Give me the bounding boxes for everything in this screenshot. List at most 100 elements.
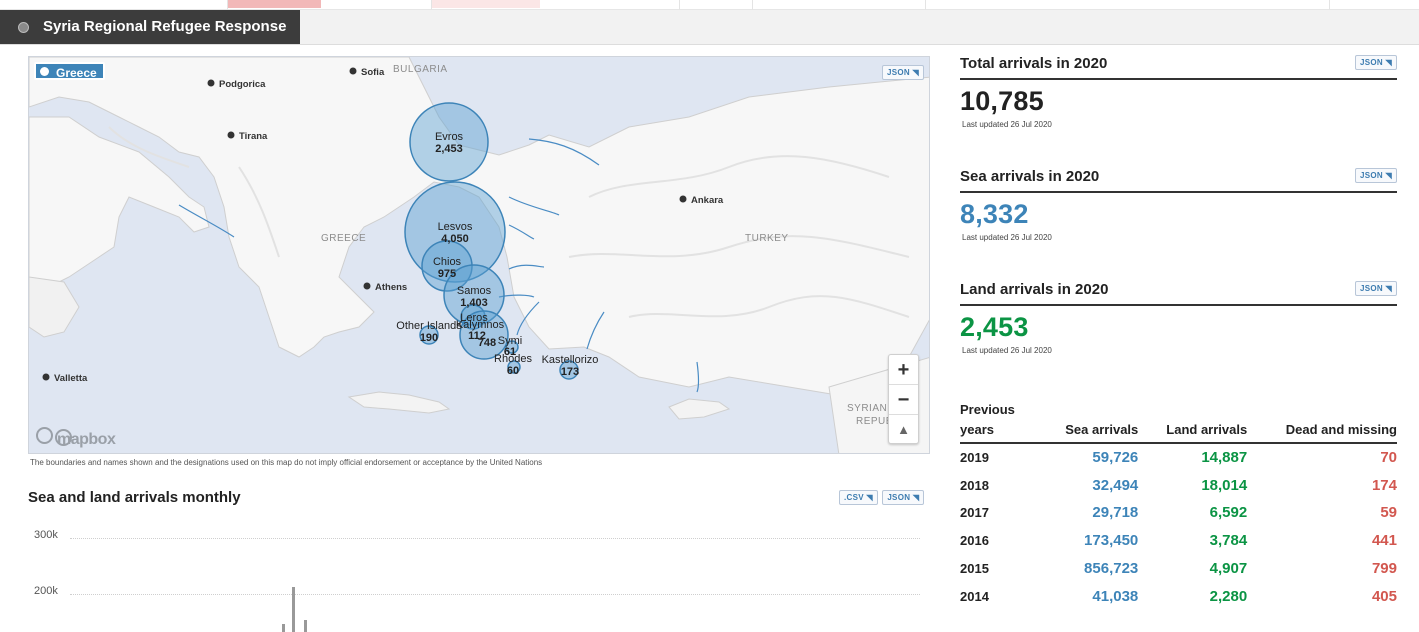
gridline: [70, 594, 920, 595]
stat-updated: Last updated 26 Jul 2020: [962, 120, 1052, 129]
y-tick-label: 200k: [34, 585, 58, 597]
nav-tab[interactable]: [753, 0, 926, 10]
land-sicily: [29, 276, 80, 338]
stat-value: 8,332: [960, 199, 1029, 229]
capital-marker-icon: [42, 373, 50, 381]
land-italy: [29, 116, 210, 293]
land-cyprus: [668, 398, 731, 420]
mapbox-icon: [36, 427, 53, 444]
city-label-athens: Athens: [375, 282, 407, 293]
bubble-chios[interactable]: [421, 240, 473, 292]
stat-title: Total arrivals in 2020: [960, 55, 1397, 80]
city-label-sofia: Sofia: [361, 67, 385, 78]
zoom-in-button[interactable]: +: [889, 355, 918, 385]
nav-tab-active[interactable]: [228, 0, 321, 8]
nav-tab[interactable]: [0, 0, 228, 10]
stat-updated: Last updated 26 Jul 2020: [962, 233, 1052, 242]
bubble-kalymnos[interactable]: [459, 310, 509, 360]
col-header-dead: Dead and missing: [1247, 400, 1397, 444]
table-row: 2017 29,718 6,592 59: [960, 499, 1397, 527]
capital-marker-icon: [207, 79, 215, 87]
stat-json-button[interactable]: JSON ◥: [1355, 168, 1397, 183]
land-crete: [347, 391, 451, 414]
nav-tab[interactable]: [926, 0, 1330, 10]
table-row: 2015 856,723 4,907 799: [960, 555, 1397, 583]
bubble-value-symi: 61: [504, 346, 516, 358]
nav-tab[interactable]: [540, 0, 680, 10]
row-year: 2017: [960, 505, 989, 521]
row-sea: 32,494: [1092, 476, 1139, 494]
json-label: JSON: [1360, 284, 1384, 293]
compass-button[interactable]: ▲: [897, 422, 910, 437]
row-sea: 29,718: [1092, 504, 1139, 522]
monthly-chart[interactable]: 300k 200k: [28, 520, 930, 632]
row-dead: 59: [1380, 504, 1397, 522]
nav-tab[interactable]: [680, 0, 753, 10]
bubble-value-evros: 2,453: [435, 143, 463, 155]
row-land: 14,887: [1201, 449, 1248, 466]
col-header-year: Previous years: [960, 400, 1040, 444]
bubble-lesvos[interactable]: [404, 181, 506, 283]
nav-tab[interactable]: [321, 0, 432, 10]
country-label-bulgaria: BULGARIA: [393, 64, 448, 75]
country-badge[interactable]: Greece: [34, 62, 105, 80]
bubble-samos[interactable]: [443, 264, 505, 326]
capital-marker-icon: [679, 195, 687, 203]
bubble-label-leros: Leros: [460, 312, 488, 324]
stat-total-arrivals: Total arrivals in 2020 JSON ◥ 10,785 Las…: [960, 55, 1397, 129]
bubble-value-leros: 112: [468, 330, 486, 342]
json-button[interactable]: JSON ◥: [882, 490, 925, 505]
col-header-land: Land arrivals: [1138, 400, 1248, 444]
bubble-symi[interactable]: [505, 340, 519, 354]
previous-years-table: Previous years Sea arrivals Land arrival…: [960, 400, 1397, 610]
chart-bar[interactable]: [282, 624, 285, 632]
chart-bar[interactable]: [292, 587, 295, 632]
map-disclaimer: The boundaries and names shown and the d…: [30, 458, 543, 467]
bubble-value-rhodes: 60: [507, 365, 519, 377]
bubble-rhodes[interactable]: [507, 360, 521, 374]
bubble-label-kastellorizo: Kastellorizo: [542, 354, 599, 366]
country-label-turkey: TURKEY: [745, 233, 789, 244]
row-year: 2019: [960, 450, 989, 465]
row-year: 2015: [960, 560, 989, 576]
bubble-value-chios: 975: [438, 268, 456, 280]
csv-button[interactable]: .CSV ◥: [839, 490, 878, 505]
table-row: 2016 173,450 3,784 441: [960, 527, 1397, 555]
city-label-ankara: Ankara: [691, 195, 724, 206]
row-dead: 174: [1371, 476, 1397, 494]
page-title-tag[interactable]: Syria Regional Refugee Response: [0, 10, 300, 44]
stat-json-button[interactable]: JSON ◥: [1355, 55, 1397, 70]
row-year: 2018: [960, 477, 989, 493]
bubble-value-kastellorizo: 173: [561, 366, 579, 378]
row-dead: 405: [1371, 587, 1397, 605]
page-title: Syria Regional Refugee Response: [43, 18, 287, 35]
bubble-kastellorizo[interactable]: [559, 360, 579, 380]
capital-marker-icon: [349, 67, 357, 75]
country-label-greece: GREECE: [321, 233, 366, 244]
city-label-podgorica: Podgorica: [219, 79, 266, 90]
row-land: 2,280: [1209, 587, 1248, 605]
country-label-syria-2: REPUB: [856, 416, 893, 427]
map-json-button[interactable]: JSON ◥: [882, 62, 924, 80]
stat-updated: Last updated 26 Jul 2020: [962, 346, 1052, 355]
row-dead: 441: [1371, 532, 1397, 550]
country-label-syria: SYRIAN A: [847, 403, 897, 414]
table-row: 2018 32,494 18,014 174: [960, 472, 1397, 500]
chart-bar[interactable]: [304, 620, 307, 632]
arrivals-map[interactable]: Evros 2,453 Lesvos 4,050 Chios 975 Samos…: [28, 56, 930, 454]
bubble-value-samos: 1,403: [460, 297, 488, 309]
zoom-control[interactable]: + − ▲: [888, 354, 919, 444]
stat-json-button[interactable]: JSON ◥: [1355, 281, 1397, 296]
mapbox-logo[interactable]: mapbox: [36, 427, 116, 448]
table-row: 2014 41,038 2,280 405: [960, 583, 1397, 611]
row-year: 2016: [960, 533, 989, 549]
stat-value: 2,453: [960, 312, 1029, 342]
bubble-other-islands[interactable]: [419, 325, 439, 345]
nav-tab-highlight[interactable]: [432, 0, 540, 8]
bubble-evros[interactable]: [409, 102, 489, 182]
json-label: JSON: [1360, 171, 1384, 180]
zoom-out-button[interactable]: −: [889, 385, 918, 415]
city-label-valletta: Valletta: [54, 373, 88, 384]
row-sea: 41,038: [1092, 587, 1139, 605]
map-canvas[interactable]: Evros 2,453 Lesvos 4,050 Chios 975 Samos…: [29, 57, 930, 454]
